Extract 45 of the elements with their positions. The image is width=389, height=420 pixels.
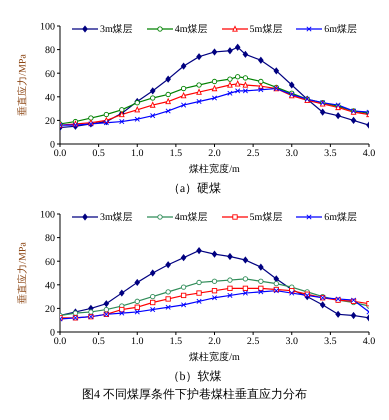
x-tick-label: 4.0 [362, 336, 376, 348]
legend-label: 5m煤层 [250, 23, 282, 36]
x-axis-title: 煤柱宽度/m [189, 163, 240, 175]
y-tick-label: 0 [50, 140, 55, 151]
y-tick-label: 0 [50, 328, 55, 339]
x-tick-label: 2.0 [208, 148, 221, 160]
x-tick-label: 2.5 [246, 336, 260, 348]
legend-label: 4m煤层 [174, 23, 208, 36]
y-tick-label: 40 [45, 92, 55, 104]
x-tick-label: 0.0 [54, 148, 66, 160]
y-tick-label: 60 [45, 256, 55, 268]
y-tick-label: 80 [45, 45, 55, 56]
x-axis-title: 煤柱宽度/m [189, 351, 240, 363]
text: （a）硬煤 [166, 180, 222, 196]
legend-label: 6m煤层 [324, 211, 358, 224]
y-tick-label: 40 [45, 280, 55, 292]
y-tick-label: 100 [40, 210, 55, 221]
legend-label: 5m煤层 [250, 211, 282, 224]
y-axis-title: 垂直应力/MPa [16, 54, 29, 116]
x-tick-label: 0.0 [54, 336, 66, 348]
legend-label: 6m煤层 [324, 23, 358, 36]
y-tick-label: 60 [45, 68, 55, 80]
x-tick-label: 3.5 [324, 336, 337, 348]
x-tick-label: 1.0 [131, 148, 144, 160]
x-tick-label: 0.5 [92, 336, 105, 348]
x-tick-label: 3.0 [286, 148, 298, 160]
y-tick-label: 80 [45, 233, 55, 244]
x-tick-label: 0.5 [92, 148, 105, 160]
x-tick-label: 3.5 [324, 148, 337, 160]
x-tick-label: 1.5 [170, 336, 182, 348]
y-tick-label: 20 [45, 304, 55, 315]
x-tick-label: 2.0 [208, 336, 221, 348]
legend-label: 4m煤层 [174, 211, 208, 224]
legend-label: 3m煤层 [100, 23, 133, 36]
x-tick-label: 4.0 [362, 148, 376, 160]
y-tick-label: 20 [45, 116, 55, 127]
y-axis-title: 垂直应力/MPa [16, 242, 29, 304]
x-tick-label: 1.0 [131, 336, 144, 348]
x-tick-label: 1.5 [170, 148, 182, 160]
legend-label: 3m煤层 [100, 211, 133, 224]
y-tick-label: 100 [40, 22, 55, 33]
caption: 图4 不同煤厚条件下护巷煤柱垂直应力分布 [81, 386, 308, 402]
text: （b）软煤 [166, 368, 222, 384]
x-tick-label: 3.0 [286, 336, 298, 348]
x-tick-label: 2.5 [246, 148, 260, 160]
